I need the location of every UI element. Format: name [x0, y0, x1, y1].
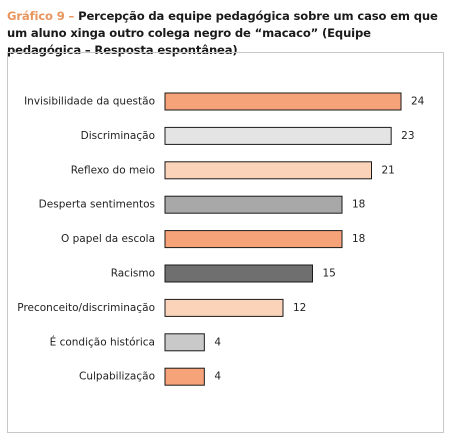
bar: [164, 298, 284, 317]
value-label: 4: [214, 336, 221, 348]
bar: [164, 161, 372, 180]
chart-title: Gráfico 9 – Percepção da equipe pedagógi…: [7, 8, 447, 59]
category-label: Racismo: [111, 268, 155, 280]
category-label: Discriminação: [81, 130, 155, 142]
bar: [164, 195, 343, 214]
value-label: 15: [323, 268, 336, 280]
category-label: O papel da escola: [61, 233, 155, 245]
category-label: Invisibilidade da questão: [24, 96, 155, 108]
category-label: Culpabilização: [79, 371, 155, 383]
value-label: 18: [352, 233, 365, 245]
chart-frame: [7, 52, 444, 433]
bar: [164, 333, 205, 352]
value-label: 18: [352, 199, 365, 211]
value-label: 4: [214, 371, 221, 383]
category-label: Desperta sentimentos: [39, 199, 155, 211]
chart-number: Gráfico 9 –: [7, 9, 75, 23]
category-label: Reflexo do meio: [71, 164, 155, 176]
bar: [164, 367, 205, 386]
bar: [164, 92, 402, 111]
bar: [164, 264, 313, 283]
value-label: 21: [382, 164, 395, 176]
chart-title-text: Percepção da equipe pedagógica sobre um …: [7, 9, 438, 57]
value-label: 24: [411, 96, 425, 108]
bar: [164, 126, 392, 145]
value-label: 12: [293, 302, 306, 314]
category-label: Preconceito/discriminação: [17, 302, 155, 314]
bar: [164, 230, 343, 249]
value-label: 23: [401, 130, 414, 142]
category-label: É condição histórica: [50, 335, 155, 348]
